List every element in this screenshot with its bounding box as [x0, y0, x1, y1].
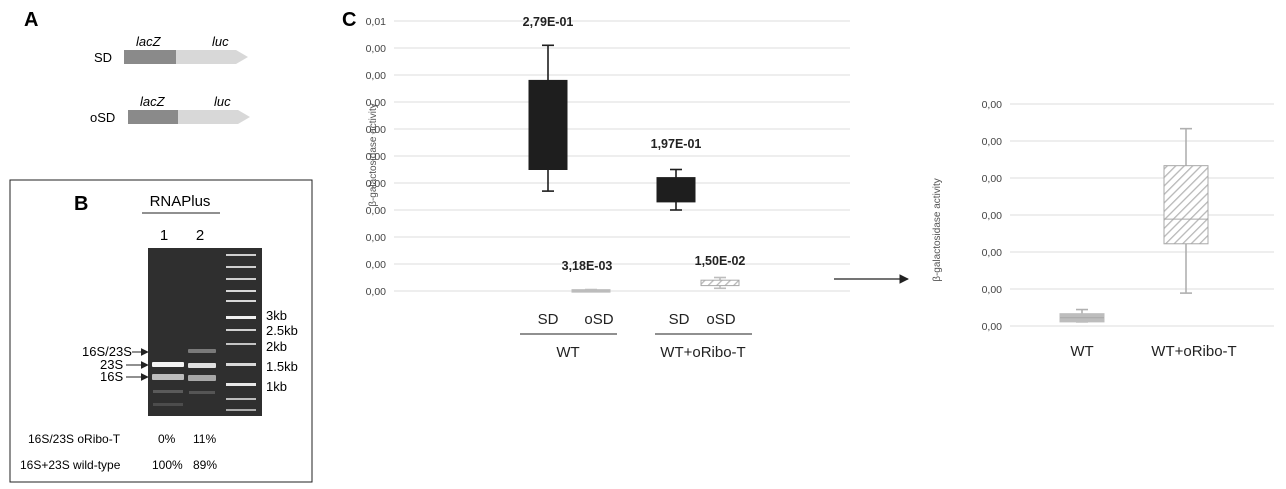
y-tick-label: 0,00 — [982, 321, 1003, 333]
panel-b-frame — [9, 179, 313, 483]
chart-main-ylabel: β-galactosidase activity — [368, 103, 379, 207]
x-group-label: WT — [556, 344, 579, 361]
gel-band — [153, 390, 183, 393]
gel-band — [152, 374, 184, 380]
lane-1-label: 1 — [160, 227, 168, 244]
gel-band — [153, 403, 183, 406]
construct-sd: SD lacZ luc — [94, 34, 248, 65]
chart-main: β-galactosidase activity 0,000,000,000,0… — [366, 15, 850, 361]
chart-inset: β-galactosidase activity 0,000,000,000,0… — [932, 99, 1274, 360]
x-category-label: WT+oRibo-T — [1151, 343, 1236, 360]
chart-inset-y-ticks: 0,00 0,00 0,00 0,00 0,00 0,00 0,00 — [982, 99, 1003, 333]
construct-osd-lacz-label: lacZ — [140, 94, 166, 109]
y-tick-label: 0,00 — [982, 284, 1003, 296]
construct-sd-luc-label: luc — [212, 34, 229, 49]
x-category-label: oSD — [706, 311, 735, 328]
panel-a: A SD lacZ luc oSD lacZ luc — [24, 9, 250, 125]
y-tick-label: 0,00 — [366, 205, 387, 217]
lacz-segment — [128, 110, 178, 124]
band-label-16s-23s: 16S/23S — [82, 344, 132, 359]
row-value: 89% — [193, 458, 217, 472]
chart-inset-gridlines — [1010, 103, 1274, 327]
gel-band — [189, 391, 215, 394]
panel-a-letter: A — [24, 9, 38, 31]
ladder-label: 1kb — [266, 379, 287, 394]
chart-main-gridlines — [394, 20, 850, 292]
panel-c-letter: C — [342, 9, 356, 31]
chart-inset-x-axis: WT WT+oRibo-T — [1070, 343, 1236, 360]
construct-sd-lacz-label: lacZ — [136, 34, 162, 49]
lacz-segment — [124, 50, 176, 64]
row-value: 0% — [158, 432, 176, 446]
luc-arrow — [178, 110, 250, 124]
panel-b-letter: B — [74, 193, 88, 215]
row-value: 11% — [193, 432, 216, 446]
gel-band — [152, 362, 184, 367]
luc-arrow — [176, 50, 248, 64]
gel-header: RNAPlus — [150, 193, 211, 210]
x-category-label: SD — [669, 311, 690, 328]
data-label: 3,18E-03 — [562, 259, 613, 273]
ladder-label: 3kb — [266, 308, 287, 323]
data-label: 1,97E-01 — [651, 137, 702, 151]
row-label: 16S+23S wild-type — [20, 458, 121, 472]
ladder-label: 2kb — [266, 339, 287, 354]
gel-band — [188, 363, 216, 368]
x-category-label: SD — [538, 311, 559, 328]
construct-osd: oSD lacZ luc — [90, 94, 250, 125]
y-tick-label: 0,00 — [982, 247, 1003, 259]
data-label: 2,79E-01 — [523, 15, 574, 29]
box — [700, 279, 740, 287]
y-tick-label: 0,00 — [366, 151, 387, 163]
construct-osd-label: oSD — [90, 110, 115, 125]
gel-band — [188, 349, 216, 353]
y-tick-label: 0,00 — [366, 97, 387, 109]
y-tick-label: 0,00 — [366, 43, 387, 55]
y-tick-label: 0,00 — [366, 232, 387, 244]
band-label-23s: 23S — [100, 357, 123, 372]
box — [656, 177, 696, 203]
x-category-label: oSD — [584, 311, 613, 328]
ladder-label: 1.5kb — [266, 359, 298, 374]
gel-ladder — [226, 254, 256, 411]
lane-2-label: 2 — [196, 227, 204, 244]
gel-image — [148, 248, 262, 416]
x-group-label: WT+oRibo-T — [660, 344, 745, 361]
box — [571, 289, 611, 293]
row-value: 100% — [152, 458, 183, 472]
chart-inset-boxes — [1059, 127, 1209, 323]
panel-b: B RNAPlus 1 2 — [9, 179, 313, 483]
chart-inset-ylabel: β-galactosidase activity — [932, 178, 943, 282]
y-tick-label: 0,00 — [982, 210, 1003, 222]
construct-osd-luc-label: luc — [214, 94, 231, 109]
data-label: 1,50E-02 — [695, 254, 746, 268]
box — [528, 79, 568, 170]
chart-main-x-axis: SD oSD SD oSD WT WT+oRibo-T — [520, 311, 752, 361]
chart-main-boxes: 2,79E-01 3,18E-03 1,97E-01 1,50E-02 — [523, 15, 746, 293]
y-tick-label: 0,00 — [366, 178, 387, 190]
chart-main-y-ticks: 0,00 0,00 0,00 0,00 0,00 0,00 0,00 0,00 0,00 0,00… — [366, 16, 387, 298]
y-tick-label: 0,00 — [982, 136, 1003, 148]
y-tick-label: 0,00 — [366, 124, 387, 136]
y-tick-label: 0,01 — [366, 16, 387, 28]
row-label: 16S/23S oRibo-T — [28, 432, 121, 446]
construct-sd-label: SD — [94, 50, 112, 65]
y-tick-label: 0,00 — [982, 173, 1003, 185]
y-tick-label: 0,00 — [366, 259, 387, 271]
box — [1163, 165, 1209, 245]
x-category-label: WT — [1070, 343, 1093, 360]
y-tick-label: 0,00 — [366, 286, 387, 298]
y-tick-label: 0,00 — [982, 99, 1003, 111]
ladder-label: 2.5kb — [266, 323, 298, 338]
band-label-16s: 16S — [100, 369, 123, 384]
gel-band — [188, 375, 216, 381]
y-tick-label: 0,00 — [366, 70, 387, 82]
